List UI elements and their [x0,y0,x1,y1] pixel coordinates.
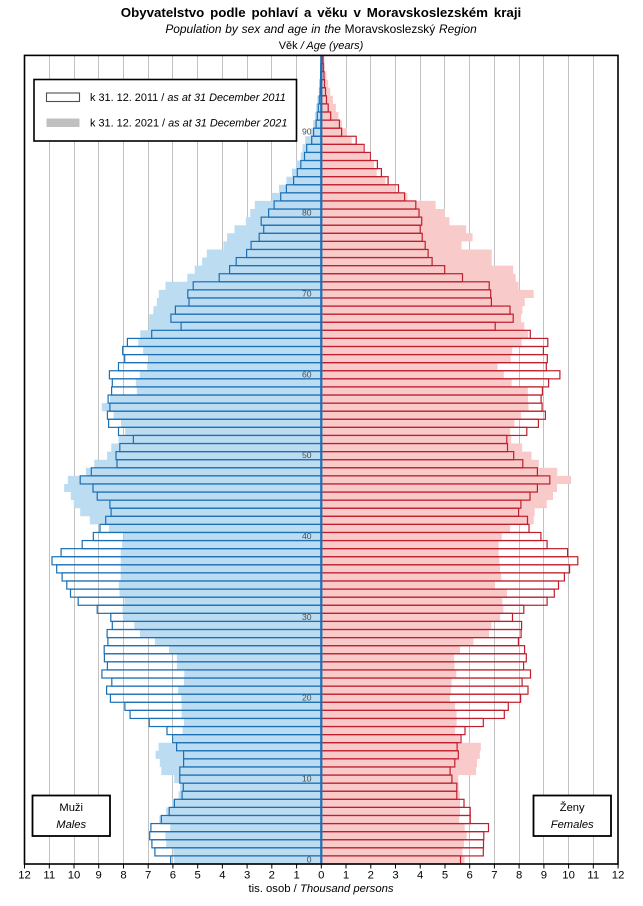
svg-text:3: 3 [392,870,398,882]
svg-text:20: 20 [302,693,312,703]
svg-text:Males: Males [56,819,86,831]
svg-text:12: 12 [612,870,625,882]
svg-text:Obyvatelstvo podle pohlaví a v: Obyvatelstvo podle pohlaví a věku v Mora… [121,5,521,20]
svg-text:5: 5 [442,870,448,882]
svg-text:Ženy: Ženy [560,801,585,814]
svg-text:5: 5 [195,870,201,882]
svg-text:40: 40 [302,531,312,541]
svg-text:7: 7 [145,870,151,882]
svg-text:90: 90 [302,127,312,137]
svg-text:2: 2 [368,870,374,882]
svg-text:tis. osob / Thousand persons: tis. osob / Thousand persons [248,883,393,895]
svg-text:10: 10 [302,774,312,784]
svg-text:11: 11 [587,870,599,882]
svg-text:Muži: Muži [59,802,83,814]
svg-text:80: 80 [302,208,312,218]
svg-text:k 31. 12. 2011 / as at 31 Dece: k 31. 12. 2011 / as at 31 December 2011 [90,92,286,104]
svg-text:1: 1 [293,870,299,882]
svg-text:Věk / Age (years): Věk / Age (years) [279,40,364,52]
svg-text:8: 8 [516,870,522,882]
svg-text:50: 50 [302,450,312,460]
svg-text:0: 0 [318,870,324,882]
svg-text:6: 6 [467,870,473,882]
svg-text:2: 2 [269,870,275,882]
svg-text:4: 4 [219,870,225,882]
svg-text:9: 9 [541,870,547,882]
svg-text:11: 11 [43,870,55,882]
svg-text:7: 7 [491,870,497,882]
svg-text:Population by sex and age in t: Population by sex and age in the Moravsk… [165,22,477,36]
svg-text:4: 4 [417,870,423,882]
svg-text:70: 70 [302,288,312,298]
svg-text:8: 8 [120,870,126,882]
svg-text:10: 10 [68,870,81,882]
svg-text:12: 12 [18,870,31,882]
svg-text:60: 60 [302,369,312,379]
svg-text:9: 9 [96,870,102,882]
svg-text:Females: Females [551,819,594,831]
svg-text:6: 6 [170,870,176,882]
svg-text:k 31. 12. 2021 / as at 31 Dece: k 31. 12. 2021 / as at 31 December 2021 [90,118,287,130]
svg-text:0: 0 [307,855,312,865]
svg-text:1: 1 [343,870,349,882]
svg-text:10: 10 [562,870,575,882]
svg-text:30: 30 [302,612,312,622]
svg-text:3: 3 [244,870,250,882]
